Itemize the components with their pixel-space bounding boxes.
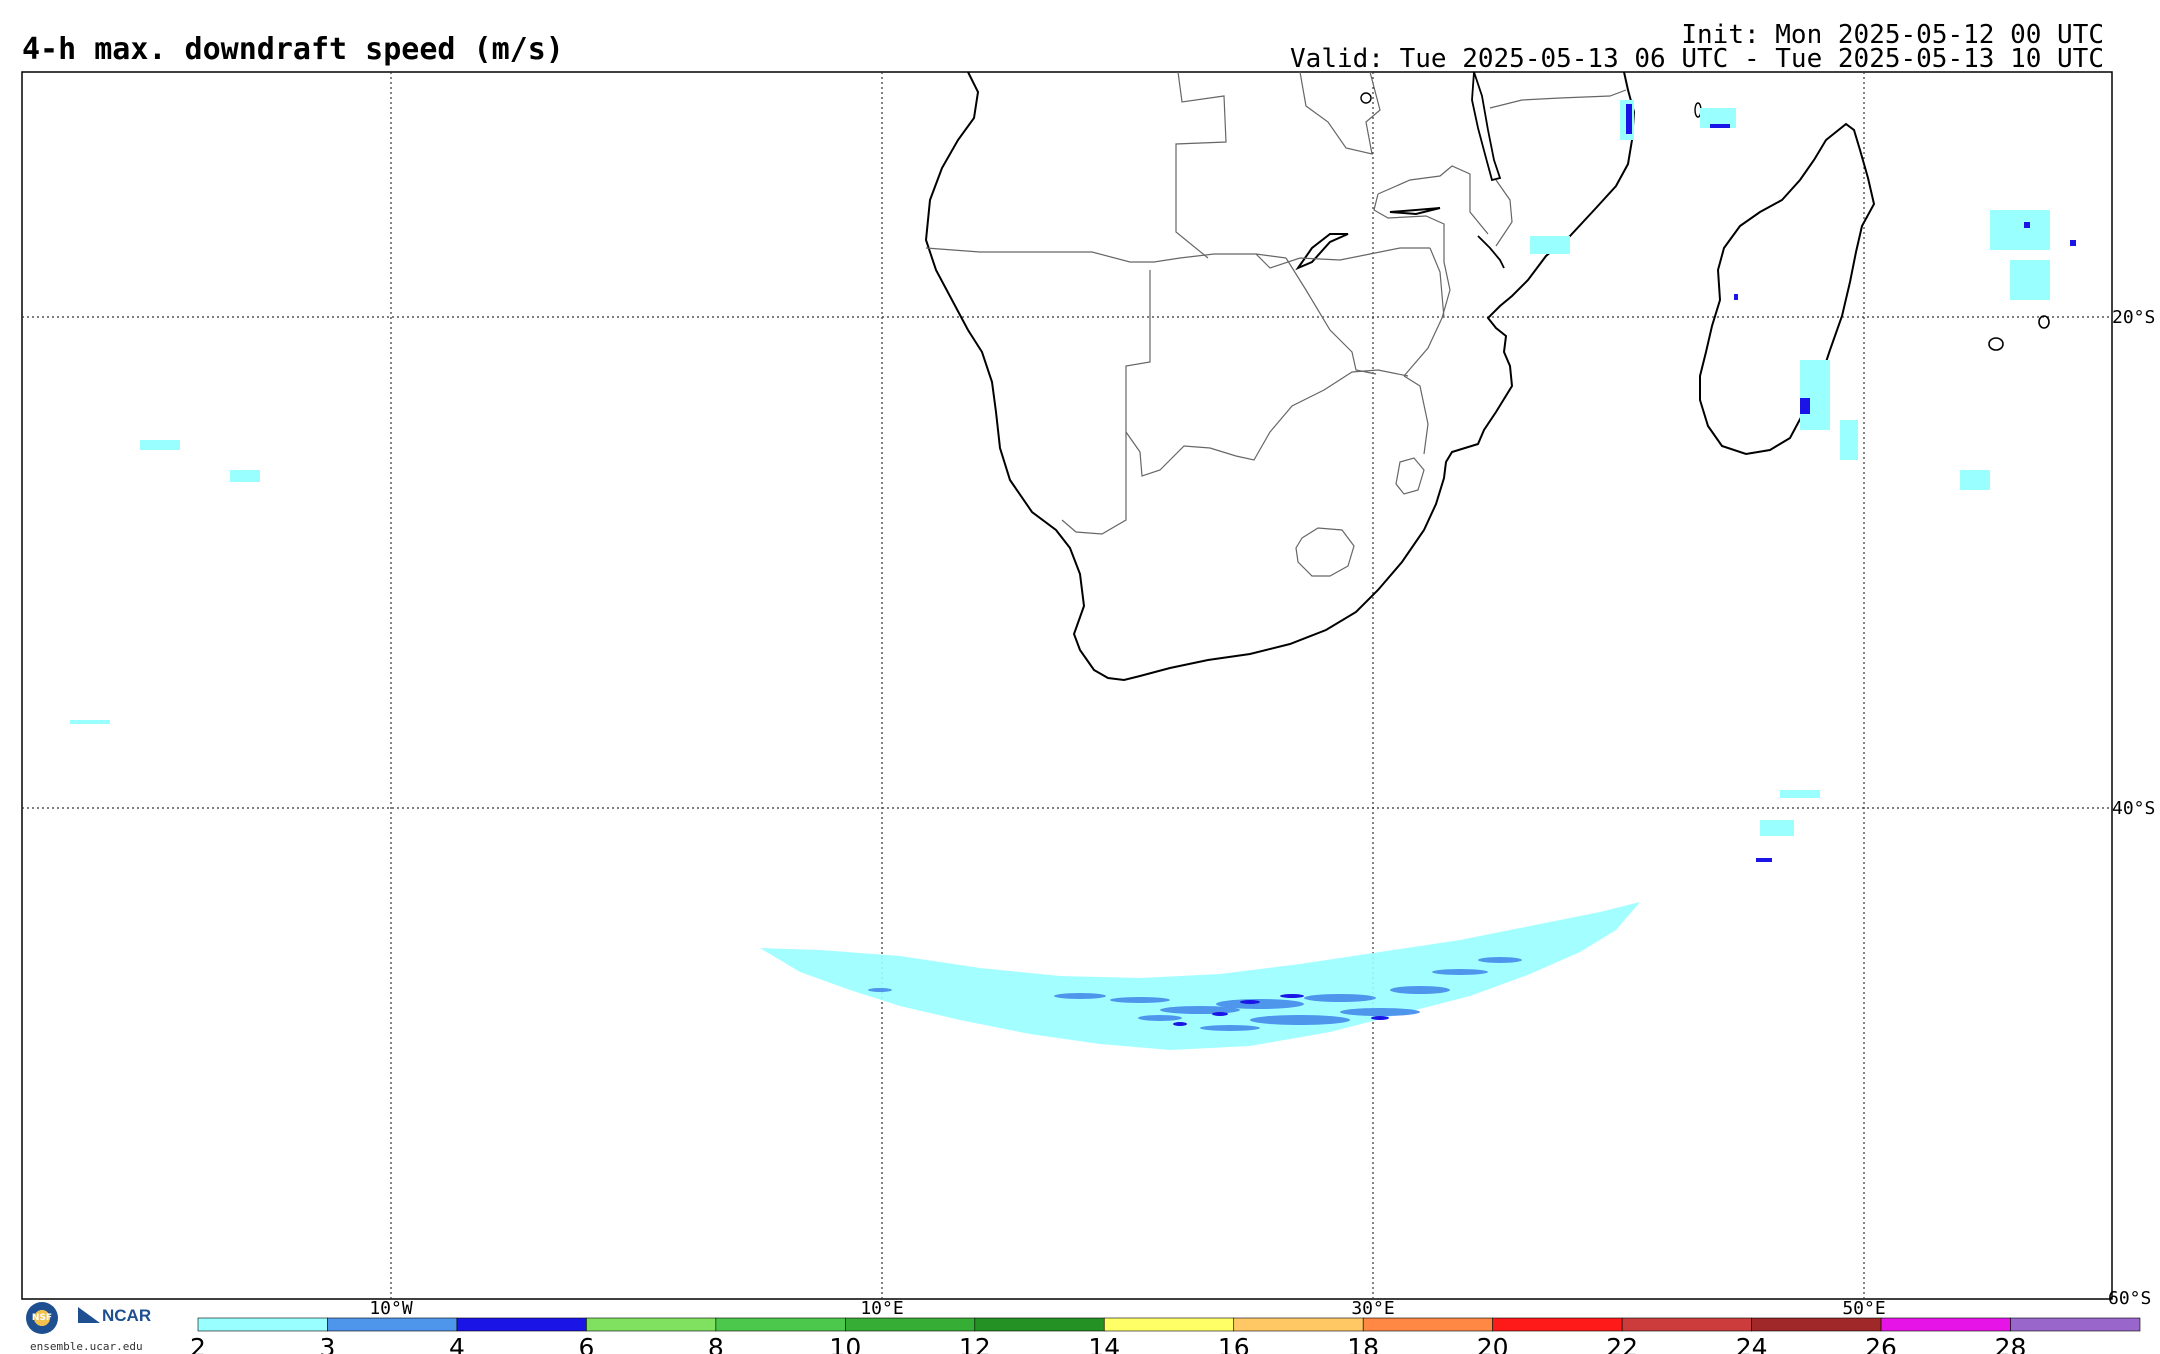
africa-coastline xyxy=(924,71,1636,682)
downdraft-scattered-medium xyxy=(1626,104,2076,862)
logo-url: ensemble.ucar.edu xyxy=(30,1340,143,1353)
colorbar-swatch xyxy=(1362,1317,1493,1332)
downdraft-scattered xyxy=(70,100,2050,836)
colorbar-label: 14 xyxy=(1088,1333,1120,1354)
lon-label: 30°E xyxy=(1351,1298,1394,1319)
colorbar-label: 6 xyxy=(578,1333,594,1354)
colorbar-swatch xyxy=(1233,1317,1364,1332)
lake-malawi xyxy=(1471,71,1502,182)
colorbar-swatch xyxy=(845,1317,976,1332)
lon-label: 10°E xyxy=(860,1298,903,1319)
colorbar-label: 8 xyxy=(708,1333,724,1354)
valid-time-range: Valid: Tue 2025-05-13 06 UTC - Tue 2025-… xyxy=(1290,44,2104,74)
downdraft-band-medium xyxy=(868,957,1522,1031)
lat-label: 20°S xyxy=(2112,307,2155,328)
colorbar-label: 22 xyxy=(1606,1333,1638,1354)
colorbar-label: 10 xyxy=(829,1333,861,1354)
mauritius xyxy=(1988,337,2004,351)
colorbar-label: 16 xyxy=(1218,1333,1250,1354)
colorbar-swatch xyxy=(1103,1317,1235,1332)
lat-label: 60°S xyxy=(2108,1288,2151,1309)
lake-cahora-bassa xyxy=(1389,207,1441,216)
lon-label: 10°W xyxy=(369,1298,413,1319)
colorbar-label: 4 xyxy=(449,1333,465,1354)
colorbar-label: 2 xyxy=(190,1333,206,1354)
colorbar-label: 28 xyxy=(1995,1333,2027,1354)
lon-labels: 10°W 10°E 30°E 50°E xyxy=(369,1298,1885,1319)
colorbar-swatch xyxy=(1492,1317,1623,1332)
colorbar-label: 18 xyxy=(1347,1333,1379,1354)
colorbar-swatch xyxy=(327,1317,458,1332)
colorbar-swatch xyxy=(586,1317,717,1332)
graticule xyxy=(22,72,2112,1299)
colorbar-swatch xyxy=(197,1317,328,1332)
colorbar-swatch xyxy=(456,1317,587,1332)
colorbar-label: 12 xyxy=(959,1333,991,1354)
colorbar-swatch xyxy=(1751,1317,1882,1332)
map-title: 4-h max. downdraft speed (m/s) xyxy=(22,32,564,67)
lon-label: 50°E xyxy=(1842,1298,1885,1319)
colorbar-label: 24 xyxy=(1736,1333,1768,1354)
reunion xyxy=(2038,315,2050,329)
colorbar-label: 20 xyxy=(1477,1333,1509,1354)
lat-labels: 20°S 40°S 60°S xyxy=(2108,307,2155,1309)
downdraft-band-light xyxy=(760,902,1640,1050)
lake-island xyxy=(1360,92,1372,104)
river-shire xyxy=(1477,235,1505,269)
colorbar-swatch xyxy=(2010,1317,2141,1332)
colorbar-swatch xyxy=(715,1317,846,1332)
country-borders xyxy=(925,71,1627,577)
init-time: Init: Mon 2025-05-12 00 UTC xyxy=(1681,20,2104,50)
colorbar-swatch xyxy=(1621,1317,1752,1332)
colorbar: 2 3 4 6 8 10 12 14 16 18 20 22 24 26 28 xyxy=(190,1317,2141,1354)
ncar-logo: NCAR xyxy=(78,1306,151,1326)
downdraft-field xyxy=(70,100,2076,1050)
map-frame xyxy=(21,71,2113,1300)
colorbar-swatch xyxy=(1880,1317,2011,1332)
colorbar-label: 26 xyxy=(1865,1333,1897,1354)
nsf-logo: NSF xyxy=(26,1302,58,1334)
colorbar-swatch xyxy=(974,1317,1105,1332)
downdraft-band-strong xyxy=(1173,994,1389,1026)
lake-kariba xyxy=(1295,233,1349,271)
lat-label: 40°S xyxy=(2112,798,2155,819)
colorbar-label: 3 xyxy=(320,1333,336,1354)
madagascar xyxy=(1699,122,1876,456)
